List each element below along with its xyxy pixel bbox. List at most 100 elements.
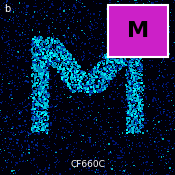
Point [126,39,129,41]
Point [118,9,121,12]
Point [42,55,45,58]
Point [139,45,141,48]
Point [63,64,65,67]
Point [143,93,146,96]
Point [131,120,134,122]
Point [129,93,132,96]
Point [4,117,7,120]
Point [149,24,152,26]
Point [87,84,89,87]
Point [34,110,37,113]
Point [16,40,19,43]
Point [132,84,135,87]
Point [135,106,138,108]
Point [114,173,117,175]
Point [41,88,44,91]
Point [116,65,119,68]
Point [141,98,144,101]
Point [37,36,40,39]
Point [43,57,46,59]
Point [72,130,75,132]
Point [73,147,76,150]
Point [36,52,39,55]
Point [94,90,97,92]
Point [73,83,76,86]
Point [127,93,130,96]
Point [33,44,36,47]
Point [128,82,131,85]
Point [172,76,174,79]
Point [28,103,30,105]
Point [104,79,107,82]
Point [121,49,124,52]
Point [72,91,74,94]
Point [130,42,133,45]
Point [15,161,17,164]
Point [114,56,117,59]
Point [144,74,147,77]
Point [78,37,81,40]
Point [85,86,88,88]
Point [68,27,71,30]
Point [143,118,146,120]
Point [65,110,68,113]
Point [6,161,9,164]
Point [101,69,104,72]
Point [161,0,164,2]
Point [72,80,74,83]
Point [148,32,151,35]
Point [142,20,145,23]
Point [25,20,27,23]
Point [122,45,124,48]
Point [138,107,141,110]
Point [122,34,124,37]
Point [100,71,103,74]
Point [33,97,36,99]
Point [60,152,63,155]
Point [93,158,96,160]
Point [54,116,57,118]
Point [11,97,13,100]
Point [2,156,5,159]
Point [105,8,108,10]
Point [49,58,51,61]
Point [135,92,138,95]
Point [41,123,44,125]
Point [40,14,43,17]
Point [83,54,85,57]
Point [72,89,74,92]
Point [173,116,175,119]
Point [118,154,120,157]
Point [164,147,166,150]
Point [32,97,34,99]
Point [2,167,5,170]
Point [70,20,72,23]
Point [128,94,131,97]
Point [136,134,139,137]
Point [55,63,58,65]
Point [125,78,128,80]
Point [37,89,40,92]
Point [157,63,160,66]
Point [87,58,90,61]
Point [44,79,47,82]
Point [97,78,100,81]
Point [82,73,85,75]
Point [5,120,8,122]
Point [113,72,115,75]
Point [10,53,13,56]
Point [48,39,50,42]
Point [46,102,48,105]
Point [152,105,154,108]
Point [138,97,141,100]
Point [126,37,129,40]
Point [126,143,129,146]
Point [109,126,112,129]
Point [46,119,49,122]
Point [105,72,108,75]
Point [36,66,39,69]
Point [122,41,125,44]
Point [137,90,140,93]
Point [45,119,48,122]
Point [132,71,135,74]
